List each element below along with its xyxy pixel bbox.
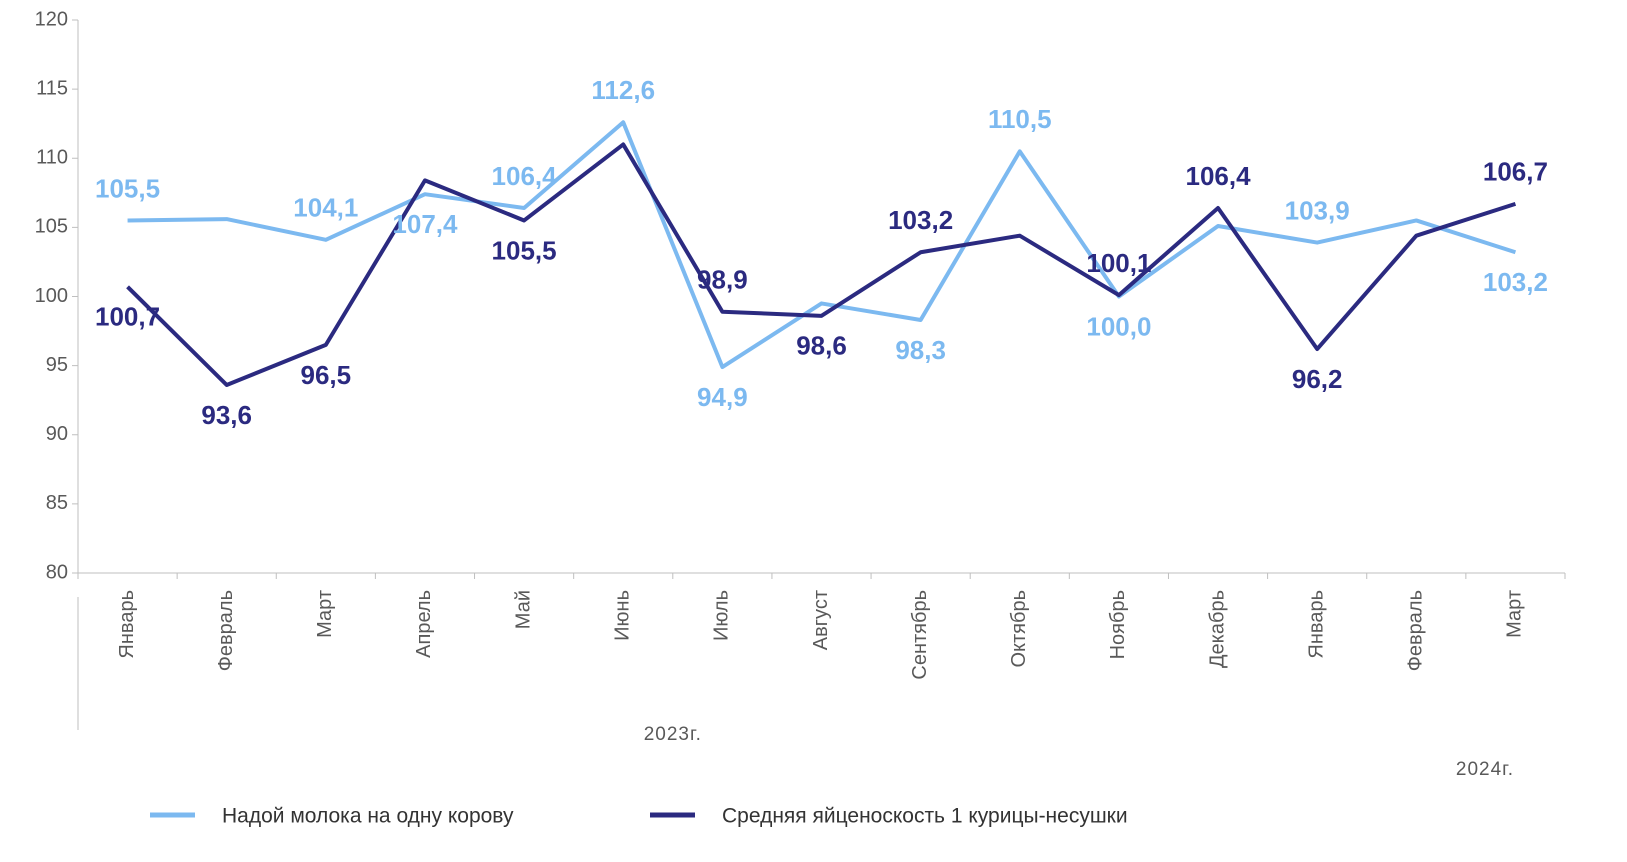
y-tick-label: 95: [46, 354, 68, 376]
y-tick-label: 120: [35, 8, 68, 30]
data-label: 104,1: [293, 193, 358, 223]
legend-label: Надой молока на одну корову: [222, 805, 514, 828]
x-tick-label: Февраль: [1405, 590, 1427, 671]
data-label: 96,5: [301, 360, 352, 390]
x-tick-label: Ноябрь: [1107, 590, 1129, 659]
data-label: 94,9: [697, 382, 748, 412]
data-label: 106,4: [492, 161, 558, 191]
x-tick-label: Март: [314, 590, 336, 638]
x-tick-label: Апрель: [413, 590, 435, 658]
legend-label: Средняя яйценоскость 1 курицы-несушки: [722, 805, 1128, 828]
x-tick-label: Октябрь: [1008, 590, 1030, 668]
data-label: 106,7: [1483, 157, 1548, 187]
data-label: 98,6: [796, 331, 847, 361]
data-label: 96,2: [1292, 364, 1343, 394]
x-tick-label: Декабрь: [1206, 590, 1228, 668]
x-tick-label: Февраль: [215, 590, 237, 671]
data-label: 112,6: [591, 75, 655, 105]
x-tick-label: Июль: [711, 590, 733, 641]
x-tick-label: Январь: [1305, 590, 1327, 659]
data-label: 105,5: [95, 173, 160, 203]
data-label: 107,4: [392, 209, 458, 239]
y-tick-label: 110: [36, 147, 68, 169]
x-tick-label: Январь: [116, 590, 138, 659]
data-label: 100,7: [95, 302, 160, 332]
data-label: 98,3: [895, 335, 946, 365]
data-label: 93,6: [201, 400, 252, 430]
y-tick-label: 80: [46, 561, 68, 583]
x-tick-label: Август: [810, 590, 832, 650]
y-tick-label: 85: [46, 492, 68, 514]
group-label: 2024г.: [1456, 759, 1514, 780]
data-label: 110,5: [988, 104, 1052, 134]
data-label: 105,5: [492, 235, 557, 265]
x-tick-label: Март: [1504, 590, 1526, 638]
data-label: 100,1: [1086, 248, 1151, 278]
x-tick-label: Июнь: [612, 590, 634, 641]
y-tick-label: 90: [46, 423, 68, 445]
group-label: 2023г.: [644, 724, 702, 745]
data-label: 103,2: [1483, 267, 1548, 297]
y-tick-label: 115: [36, 77, 68, 99]
data-label: 106,4: [1185, 161, 1251, 191]
y-tick-label: 105: [35, 216, 68, 238]
series-line: [126, 142, 1517, 387]
y-tick-label: 100: [35, 285, 68, 307]
data-label: 100,0: [1086, 311, 1151, 341]
series-line: [127, 120, 1517, 370]
data-label: 98,9: [697, 265, 748, 295]
data-label: 103,9: [1285, 195, 1350, 225]
data-label: 103,2: [888, 205, 953, 235]
x-tick-label: Сентябрь: [909, 590, 931, 680]
x-tick-label: Май: [512, 590, 534, 629]
